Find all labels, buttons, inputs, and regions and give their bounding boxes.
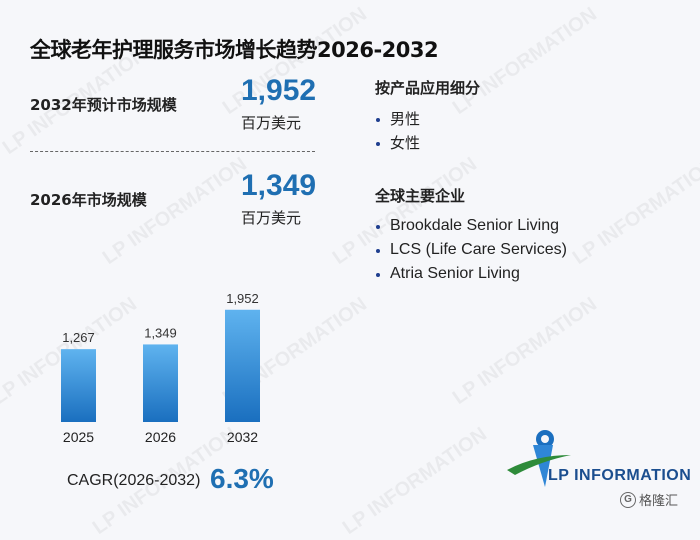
source-watermark-text: 格隆汇 [639, 494, 679, 509]
company-item: Atria Senior Living [375, 262, 567, 286]
market-size-bar-chart: 1,267 2025 1,349 2026 1,952 2032 [61, 291, 260, 445]
segment-item: 女性 [375, 131, 420, 155]
data-label: 1,267 [62, 330, 95, 345]
logo-text: LP INFORMATION [548, 467, 692, 484]
data-label: 1,349 [144, 325, 177, 340]
data-label: 1,952 [226, 291, 259, 306]
watermark: LP INFORMATION [568, 153, 700, 269]
watermark: LP INFORMATION [98, 153, 251, 269]
bar-2032 [225, 309, 260, 422]
current-size-value: 1,349 [241, 169, 317, 202]
source-watermark: G 格隆汇 [620, 490, 678, 509]
watermark: LP INFORMATION [448, 293, 601, 409]
segments-title: 按产品应用细分 [375, 79, 481, 97]
forecast-size-label: 2032年预计市场规模 [30, 96, 177, 114]
lp-information-logo [507, 430, 571, 487]
x-tick-label: 2032 [227, 429, 258, 445]
current-size-unit: 百万美元 [241, 209, 302, 227]
x-tick-label: 2025 [63, 429, 94, 445]
watermark: LP INFORMATION [338, 423, 491, 539]
bar-2026 [143, 344, 178, 422]
cagr-value: 6.3% [210, 463, 274, 494]
forecast-size-value: 1,952 [241, 74, 317, 107]
divider [30, 151, 315, 152]
segments-list: 男性 女性 [375, 107, 420, 155]
source-logo-icon: G [620, 491, 636, 508]
watermark: LP INFORMATION [448, 3, 601, 119]
cagr-label: CAGR(2026-2032) [67, 472, 201, 489]
current-size-label: 2026年市场规模 [30, 191, 147, 209]
segment-item: 男性 [375, 107, 420, 131]
page-title: 全球老年护理服务市场增长趋势2026-2032 [30, 38, 439, 62]
forecast-size-unit: 百万美元 [241, 114, 302, 132]
companies-list: Brookdale Senior Living LCS (Life Care S… [375, 214, 567, 286]
x-tick-label: 2026 [145, 429, 176, 445]
bar-2025 [61, 349, 96, 422]
company-item: LCS (Life Care Services) [375, 238, 567, 262]
company-item: Brookdale Senior Living [375, 214, 567, 238]
companies-title: 全球主要企业 [375, 187, 466, 205]
